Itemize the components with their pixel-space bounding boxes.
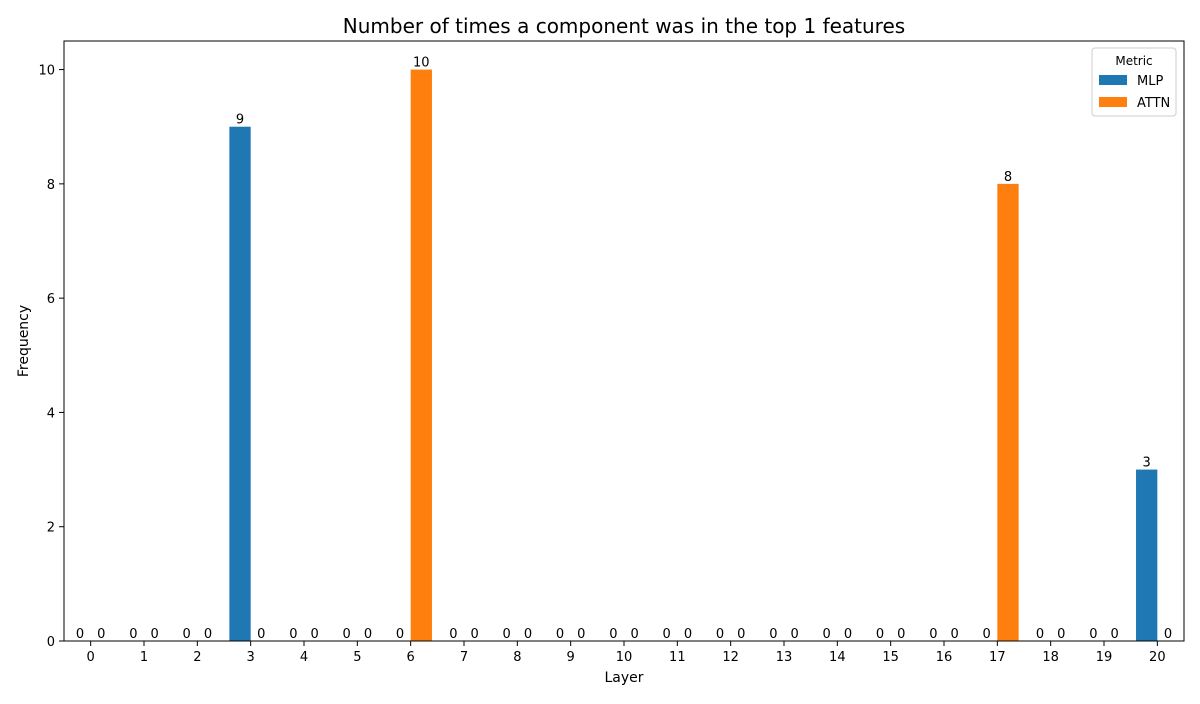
x-tick-label: 8 <box>513 650 521 665</box>
x-tick-label: 12 <box>722 650 739 665</box>
data-label: 0 <box>577 627 585 642</box>
x-tick-label: 19 <box>1096 650 1113 665</box>
bar <box>229 126 251 641</box>
x-tick-label: 18 <box>1042 650 1059 665</box>
data-label: 0 <box>791 627 799 642</box>
y-tick-label: 4 <box>47 406 55 421</box>
data-label: 0 <box>663 627 671 642</box>
data-label: 0 <box>364 627 372 642</box>
bar <box>997 183 1019 641</box>
data-label: 0 <box>204 627 212 642</box>
data-label: 0 <box>631 627 639 642</box>
legend: Metric MLP ATTN <box>1091 47 1177 117</box>
data-label: 0 <box>844 627 852 642</box>
x-tick-label: 4 <box>300 650 308 665</box>
x-tick-label: 15 <box>882 650 899 665</box>
x-tick-label: 3 <box>247 650 255 665</box>
data-label: 0 <box>1111 627 1119 642</box>
x-tick-label: 0 <box>87 650 95 665</box>
y-tick-label: 6 <box>47 292 55 307</box>
x-tick-label: 13 <box>776 650 793 665</box>
x-axis-label: Layer <box>604 670 643 686</box>
data-label: 0 <box>471 627 479 642</box>
x-tick-label: 1 <box>140 650 148 665</box>
legend-entry: MLP <box>1137 74 1163 89</box>
x-tick-label: 11 <box>669 650 686 665</box>
chart-title: Number of times a component was in the t… <box>343 14 905 38</box>
data-label: 0 <box>129 627 137 642</box>
data-label: 0 <box>1036 627 1044 642</box>
data-label: 0 <box>716 627 724 642</box>
data-label: 0 <box>929 627 937 642</box>
data-label: 0 <box>897 627 905 642</box>
data-label: 0 <box>449 627 457 642</box>
legend-swatch <box>1099 75 1127 85</box>
data-label: 0 <box>823 627 831 642</box>
data-label: 0 <box>76 627 84 642</box>
x-tick-label: 14 <box>829 650 846 665</box>
legend-title: Metric <box>1115 54 1152 68</box>
y-tick-label: 10 <box>38 64 55 79</box>
y-tick-label: 0 <box>47 635 55 650</box>
data-label: 0 <box>503 627 511 642</box>
x-tick-label: 16 <box>936 650 953 665</box>
data-label: 0 <box>289 627 297 642</box>
data-label: 0 <box>524 627 532 642</box>
data-label: 0 <box>983 627 991 642</box>
data-label: 0 <box>769 627 777 642</box>
data-label: 0 <box>1057 627 1065 642</box>
data-label: 0 <box>556 627 564 642</box>
data-label: 0 <box>311 627 319 642</box>
x-tick-label: 9 <box>567 650 575 665</box>
data-label: 10 <box>413 56 430 71</box>
y-tick-label: 2 <box>47 521 55 536</box>
data-label: 0 <box>97 627 105 642</box>
data-label: 0 <box>343 627 351 642</box>
data-label: 0 <box>396 627 404 642</box>
data-label: 0 <box>151 627 159 642</box>
x-tick-label: 10 <box>616 650 633 665</box>
y-tick-label: 8 <box>47 178 55 193</box>
y-axis-label: Frequency <box>16 305 32 377</box>
legend-swatch <box>1099 97 1127 107</box>
x-tick-label: 2 <box>193 650 201 665</box>
data-label: 0 <box>876 627 884 642</box>
data-label: 0 <box>609 627 617 642</box>
data-label: 3 <box>1143 456 1151 471</box>
x-tick-label: 17 <box>989 650 1006 665</box>
data-label: 0 <box>951 627 959 642</box>
legend-entry: ATTN <box>1137 96 1170 111</box>
data-label: 0 <box>1164 627 1172 642</box>
data-label: 8 <box>1004 170 1012 185</box>
legend-items: MLP ATTN <box>1099 74 1170 111</box>
bar <box>1136 469 1158 641</box>
data-label: 0 <box>1089 627 1097 642</box>
x-tick-label: 20 <box>1149 650 1166 665</box>
x-tick-label: 6 <box>407 650 415 665</box>
x-tick-label: 7 <box>460 650 468 665</box>
bar <box>410 69 432 642</box>
x-tick-label: 5 <box>353 650 361 665</box>
data-label: 0 <box>684 627 692 642</box>
data-label: 0 <box>257 627 265 642</box>
data-label: 0 <box>737 627 745 642</box>
data-label: 9 <box>236 113 244 128</box>
data-label: 0 <box>183 627 191 642</box>
plot-frame <box>63 40 1185 642</box>
